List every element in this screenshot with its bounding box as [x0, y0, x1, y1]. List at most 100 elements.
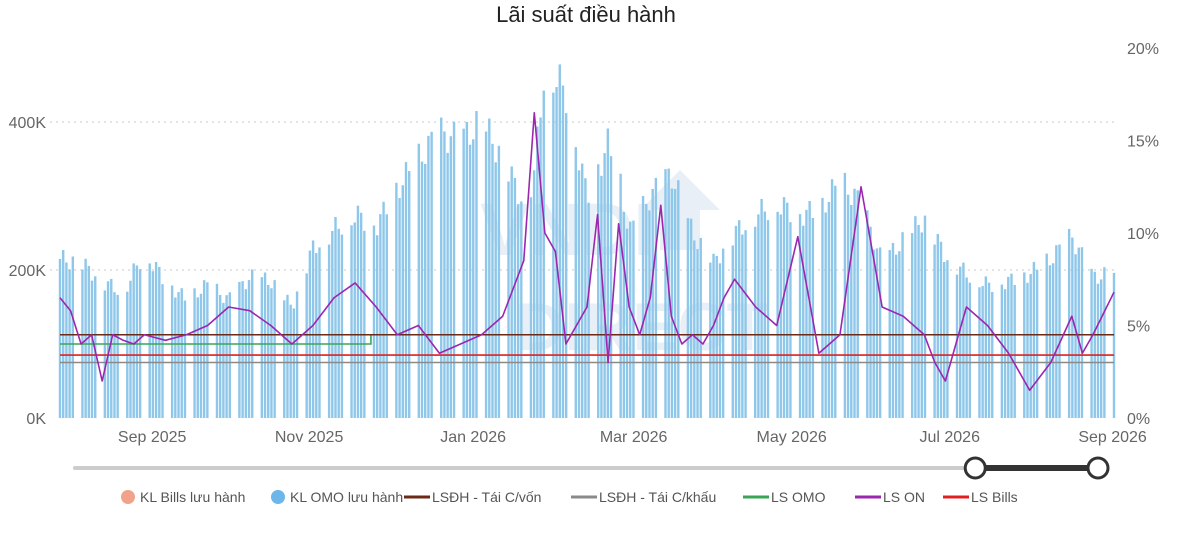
omo-bar [193, 288, 196, 418]
omo-bar [202, 280, 206, 418]
omo-bar [827, 202, 831, 418]
omo-bar [1013, 284, 1016, 418]
omo-bar [689, 218, 693, 418]
omo-bar [834, 185, 837, 418]
omo-bar [872, 249, 875, 418]
omo-bar [417, 143, 421, 418]
omo-bar [484, 131, 488, 418]
omo-bar [920, 232, 923, 418]
legend-item[interactable]: KL OMO lưu hành [271, 489, 403, 505]
omo-bar [87, 265, 91, 418]
omo-bar [734, 225, 738, 418]
omo-bar [580, 163, 584, 418]
omo-bar [798, 214, 802, 418]
omo-bar [955, 274, 959, 418]
omo-bar [987, 282, 991, 418]
y-left-tick: 200K [9, 263, 47, 280]
omo-bar [241, 281, 244, 418]
legend-item[interactable]: LS OMO [743, 489, 826, 505]
omo-bar [1045, 253, 1048, 418]
omo-bar [1099, 279, 1103, 418]
omo-bar [699, 237, 702, 418]
omo-bar [161, 284, 164, 418]
omo-bar [263, 272, 267, 418]
omo-bar [311, 240, 315, 418]
x-tick: Nov 2025 [275, 429, 344, 446]
omo-bar [869, 226, 872, 418]
omo-bar [1010, 273, 1013, 418]
ls-on-polyline [59, 111, 1115, 392]
legend-item[interactable]: LS ON [855, 489, 925, 505]
legend-item[interactable]: KL Bills lưu hành [121, 489, 245, 505]
omo-bar [1096, 283, 1100, 418]
x-tick: Sep 2026 [1078, 429, 1147, 446]
omo-bar [462, 128, 465, 418]
omo-bar [718, 263, 722, 418]
omo-bar [984, 276, 988, 418]
omo-bar [622, 211, 626, 418]
x-tick: May 2026 [757, 429, 827, 446]
omo-bar [558, 64, 561, 418]
omo-bar [529, 197, 533, 418]
omo-bar [71, 256, 75, 418]
omo-bar [914, 216, 917, 418]
omo-bar [917, 225, 920, 418]
omo-bar [363, 230, 366, 418]
omo-bar [215, 283, 219, 418]
omo-bar [398, 197, 401, 418]
omo-bar [709, 262, 712, 418]
omo-bar [420, 161, 424, 418]
legend: KL Bills lưu hành KL OMO lưu hành LSĐH - T… [121, 489, 1018, 505]
omo-bar [1058, 244, 1061, 418]
omo-bar [196, 297, 199, 418]
omo-bar [946, 260, 949, 418]
omo-bar [424, 163, 427, 418]
range-slider[interactable] [73, 456, 1110, 480]
omo-bar [856, 190, 859, 418]
omo-bar [731, 245, 734, 418]
omo-bar [808, 201, 811, 418]
legend-label: KL OMO lưu hành [290, 489, 403, 505]
omo-bar [609, 156, 613, 418]
omo-bar [686, 218, 690, 418]
legend-marker-dot [121, 490, 135, 504]
legend-item[interactable]: LSĐH - Tái C/khấu [571, 489, 716, 505]
legend-label: LS ON [883, 489, 925, 505]
omo-bar [106, 281, 110, 418]
y-right-tick: 15% [1127, 134, 1159, 151]
omo-bar [536, 126, 539, 419]
omo-bar [875, 248, 879, 418]
omo-bar [375, 235, 379, 418]
omo-bar [516, 204, 520, 418]
omo-bar [564, 113, 568, 418]
omo-bar [789, 222, 792, 418]
omo-bar [407, 171, 411, 418]
omo-bar [472, 139, 475, 419]
legend-item[interactable]: LS Bills [943, 489, 1018, 505]
omo-bar [959, 266, 962, 418]
omo-bar [372, 225, 376, 418]
omo-bar [1029, 274, 1032, 418]
omo-bar [318, 247, 321, 418]
omo-bar [449, 136, 453, 419]
omo-bar [1007, 276, 1010, 418]
legend-item[interactable]: LSĐH - Tái C/vốn [404, 489, 541, 505]
slider-handle-right[interactable] [1086, 456, 1110, 480]
omo-bar [968, 282, 972, 418]
legend-label: KL Bills lưu hành [140, 489, 245, 505]
omo-bar [331, 230, 334, 418]
legend-label: LSĐH - Tái C/khấu [599, 489, 716, 505]
omo-bar [821, 197, 824, 418]
omo-bar [1000, 284, 1004, 418]
omo-bar [712, 253, 715, 418]
slider-handle-left[interactable] [963, 456, 987, 480]
omo-bar [651, 188, 654, 418]
omo-bar [170, 285, 174, 418]
omo-bar [273, 280, 276, 418]
omo-bar [174, 297, 177, 418]
omo-bar [340, 234, 344, 418]
omo-bar [452, 121, 456, 419]
omo-bar [359, 212, 363, 418]
left-axis: 0K 200K 400K [9, 115, 47, 428]
omo-bar [654, 177, 658, 418]
